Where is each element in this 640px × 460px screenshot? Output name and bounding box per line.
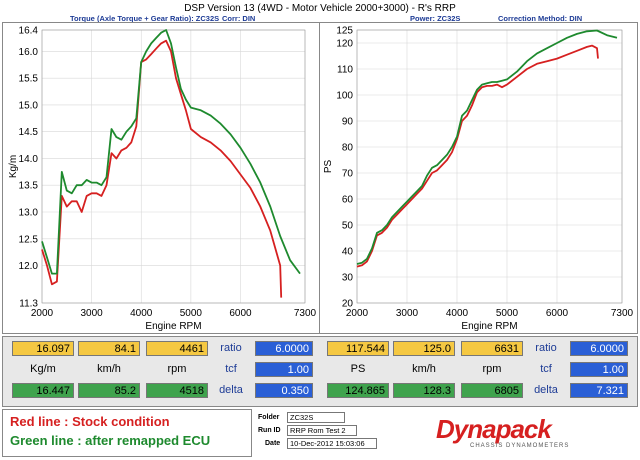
torque-ytick: 13.5 <box>19 181 39 192</box>
power-xlabel: Engine RPM <box>461 321 517 332</box>
torque-xtick: 3000 <box>80 308 103 319</box>
power-corr: Correction Method: DIN <box>498 14 583 23</box>
torque-xlabel: Engine RPM <box>145 321 201 332</box>
torque-ytick: 13.0 <box>19 208 39 219</box>
torque-ytick: 15.0 <box>19 100 39 111</box>
power-ytick: 110 <box>337 65 353 76</box>
dynapack-logo: Dynapack <box>436 414 552 444</box>
left-unit-label: rpm <box>167 363 187 375</box>
date-value: 10-Dec-2012 15:03:06 <box>287 438 377 449</box>
left-max-value: 84.1 <box>78 341 140 356</box>
tcf-value-left: 1.00 <box>255 362 313 377</box>
right-unit-label: km/h <box>412 363 436 375</box>
right-max-value: 117.544 <box>327 341 389 356</box>
left-remap-value: 85.2 <box>78 383 140 398</box>
torque-ytick: 16.4 <box>19 26 39 37</box>
tcf-value-right: 1.00 <box>570 362 628 377</box>
power-subtitle: Power: ZC32S <box>410 14 461 23</box>
torque-xtick: 4000 <box>130 308 153 319</box>
ratio-label-left: ratio <box>220 342 242 354</box>
torque-xtick: 6000 <box>229 308 252 319</box>
right-unit-label: rpm <box>482 363 502 375</box>
torque-stock-line <box>41 39 283 298</box>
power-ytick: 120 <box>336 39 353 50</box>
power-ytick: 40 <box>342 247 354 258</box>
torque-ytick: 12.0 <box>19 261 39 272</box>
ratio-label-right: ratio <box>535 342 557 354</box>
torque-ytick: 11.3 <box>19 299 38 310</box>
torque-plot-area <box>41 29 306 304</box>
delta-label-left: delta <box>219 384 243 396</box>
delta-label-right: delta <box>534 384 558 396</box>
torque-xtick: 2000 <box>31 308 54 319</box>
power-ylabel: PS <box>323 160 334 174</box>
left-max-value: 16.097 <box>12 341 74 356</box>
left-unit-label: Kg/m <box>30 363 56 375</box>
run-label: Run ID <box>258 427 281 434</box>
left-remap-value: 4518 <box>146 383 208 398</box>
torque-ylabel: Kg/m <box>8 155 19 178</box>
right-remap-value: 124.865 <box>327 383 389 398</box>
right-max-value: 6631 <box>461 341 523 356</box>
power-ytick: 50 <box>342 221 354 232</box>
torque-ytick: 14.0 <box>19 154 39 165</box>
right-unit-label: PS <box>350 363 366 375</box>
power-ytick: 125 <box>336 26 353 37</box>
power-ytick: 30 <box>342 273 354 284</box>
power-ytick: 60 <box>342 195 354 206</box>
power-ytick: 80 <box>342 143 354 154</box>
power-xtick: 6000 <box>546 308 569 319</box>
delta-value-right: 7.321 <box>570 383 628 398</box>
tcf-label-right: tcf <box>540 363 552 375</box>
torque-ytick: 16.0 <box>19 47 39 58</box>
left-unit-label: km/h <box>97 363 121 375</box>
power-ytick: 20 <box>342 299 354 310</box>
torque-xtick: 5000 <box>180 308 203 319</box>
charts-frame <box>2 22 638 334</box>
right-remap-value: 128.3 <box>393 383 455 398</box>
left-remap-value: 16.447 <box>12 383 74 398</box>
date-label: Date <box>265 440 281 447</box>
legend-box <box>2 409 252 457</box>
dyno-charts: 16.4 16.0 15.5 15.0 14.5 14.0 13.5 13.0 12.5 12.0… <box>8 26 634 333</box>
charts-divider <box>319 22 320 334</box>
legend-green: Green line : after remapped ECU <box>10 433 211 448</box>
power-xtick: 4000 <box>446 308 469 319</box>
ratio-value-right: 6.0000 <box>570 341 628 356</box>
chart-title: DSP Version 13 (4WD - Motor Vehicle 2000… <box>184 3 456 14</box>
power-xtick: 3000 <box>396 308 419 319</box>
torque-ytick: 12.5 <box>19 234 39 245</box>
dynapack-tagline: CHASSIS DYNAMOMETERS <box>470 443 570 449</box>
left-max-value: 4461 <box>146 341 208 356</box>
power-ytick: 70 <box>342 169 354 180</box>
torque-ytick: 15.5 <box>19 74 39 85</box>
power-xtick: 5000 <box>496 308 519 319</box>
power-ytick: 90 <box>342 117 354 128</box>
right-remap-value: 6805 <box>461 383 523 398</box>
torque-ytick: 14.5 <box>19 127 39 138</box>
torque-xtick: 7300 <box>294 308 317 319</box>
right-max-value: 125.0 <box>393 341 455 356</box>
run-value: RRP Rom Test 2 <box>287 425 357 436</box>
folder-value: ZC32S <box>287 412 345 423</box>
delta-value-left: 0.350 <box>255 383 313 398</box>
power-stock-line <box>356 44 599 268</box>
tcf-label-left: tcf <box>225 363 237 375</box>
torque-remapped-line <box>41 29 301 275</box>
ratio-value-left: 6.0000 <box>255 341 313 356</box>
power-remapped-line <box>356 29 618 265</box>
torque-corr: Corr: DIN <box>222 14 256 23</box>
power-xtick: 2000 <box>346 308 369 319</box>
power-ytick: 100 <box>336 91 353 102</box>
torque-subtitle: Torque (Axle Torque + Gear Ratio): ZC32S <box>70 14 220 23</box>
power-xtick: 7300 <box>611 308 634 319</box>
legend-red: Red line : Stock condition <box>10 414 170 429</box>
power-plot-area <box>356 29 623 304</box>
folder-label: Folder <box>258 414 280 421</box>
